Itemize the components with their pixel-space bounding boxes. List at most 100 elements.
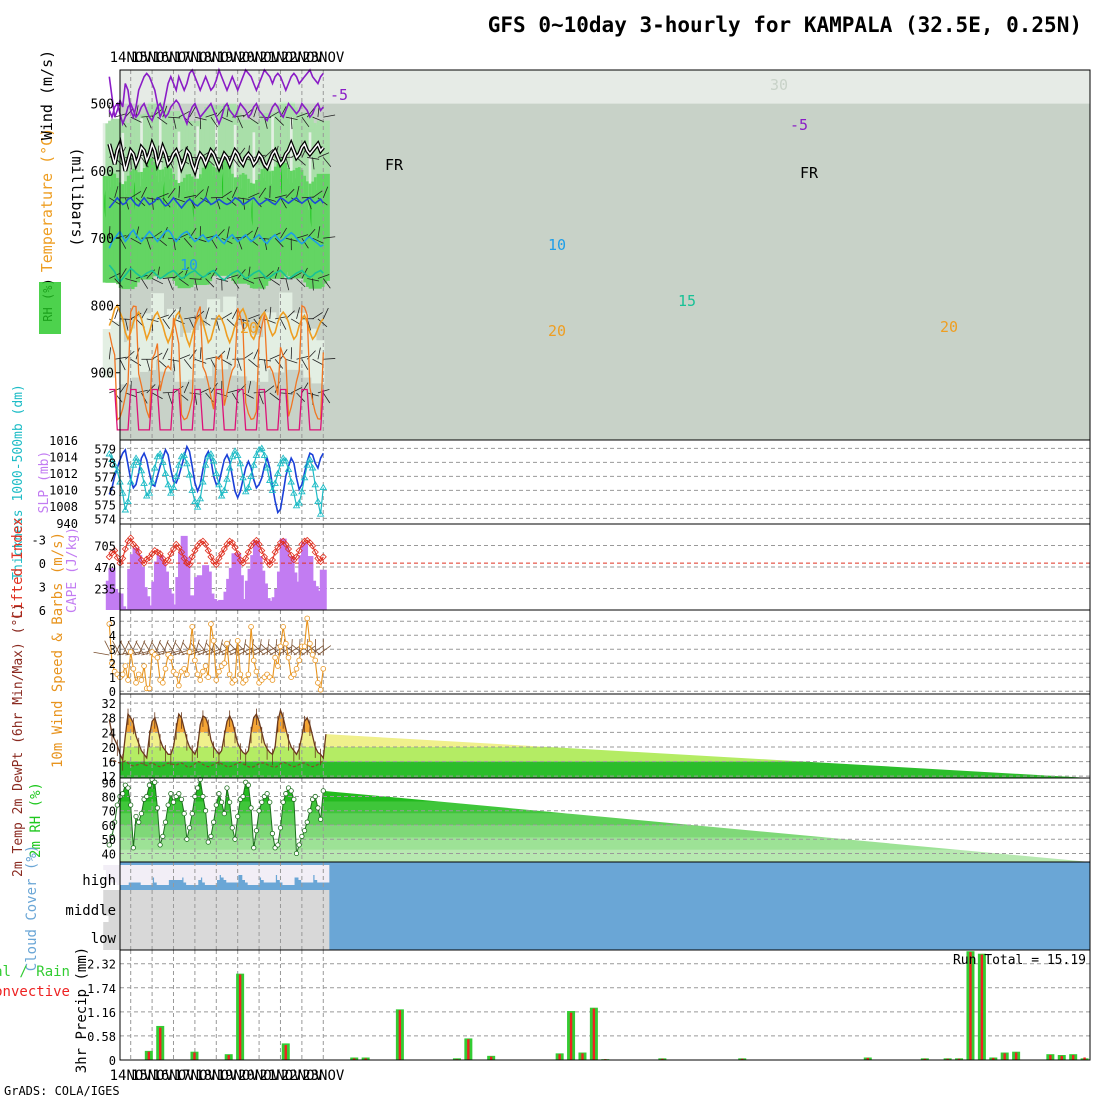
- wind-barb-10m: [290, 639, 293, 656]
- thickness-marker: [209, 457, 218, 464]
- li-marker: [284, 545, 293, 553]
- thickness-marker: [188, 486, 197, 493]
- wind-barb-10m: [205, 648, 221, 656]
- wind-barb: [194, 189, 204, 199]
- temp-band: [120, 710, 1090, 733]
- cloud-high-cell: [317, 865, 330, 883]
- rh-marker: [280, 799, 286, 805]
- rh-marker: [235, 813, 241, 820]
- wind-barb: [258, 278, 265, 290]
- rh-marker: [307, 808, 313, 814]
- wind-speed-marker: [253, 668, 260, 675]
- wind-barb-10m: [306, 638, 309, 656]
- rh-tick-label: 40: [102, 847, 116, 861]
- wind-barb: [183, 381, 190, 394]
- wind-speed-marker: [208, 621, 214, 627]
- wind-speed-marker: [184, 671, 190, 678]
- wind-barb: [290, 272, 302, 279]
- wind-barb: [178, 111, 190, 118]
- wind-speed-marker: [317, 686, 324, 693]
- wind-barb: [135, 389, 148, 394]
- footer-credit: GrADS: COLA/IGES: [4, 1084, 120, 1098]
- li-marker: [135, 548, 143, 556]
- cape-bar: [290, 572, 298, 610]
- wind-barb-10m: [112, 640, 121, 656]
- thickness-marker: [164, 480, 172, 488]
- precip-tick-label: 2.32: [87, 958, 116, 972]
- li-marker: [311, 548, 319, 556]
- thickness-tick-label: 577: [94, 470, 116, 484]
- li-marker: [274, 543, 282, 552]
- wind-barb: [285, 188, 295, 199]
- precip-convective-bar: [1071, 1055, 1075, 1060]
- thickness-marker: [180, 451, 188, 458]
- wind-barb: [317, 226, 321, 239]
- wind-barb: [269, 392, 280, 401]
- wind-barb-10m: [119, 640, 129, 656]
- wind-speed-marker: [221, 660, 228, 666]
- wind-barb: [141, 308, 148, 320]
- contour-label: FR: [385, 156, 404, 174]
- wind-barb: [226, 389, 239, 394]
- precip-run-total: Run Total = 15.19: [953, 953, 1086, 968]
- wind-barb: [307, 278, 320, 282]
- thickness-marker: [279, 454, 287, 461]
- li-marker: [239, 559, 247, 567]
- contour-label: FR: [800, 164, 819, 182]
- thickness-marker: [156, 450, 164, 457]
- wind-barb: [296, 185, 300, 198]
- precip-convective-bar: [489, 1056, 493, 1060]
- slp-tick-label: 1016: [49, 434, 78, 448]
- precip-convective-bar: [980, 954, 984, 1060]
- thickness-marker: [303, 461, 312, 468]
- wind-barb-10m: [252, 643, 265, 656]
- wind-barb: [317, 152, 330, 158]
- wind-speed-marker: [296, 657, 303, 664]
- wind-barb: [135, 105, 139, 118]
- precip-convective-bar: [741, 1058, 744, 1060]
- thickness-marker: [260, 451, 269, 458]
- wind-barb: [130, 237, 142, 245]
- wind-barb: [258, 392, 264, 405]
- isotherm-line: [108, 196, 324, 210]
- thickness-marker: [177, 452, 186, 460]
- wind-speed-marker: [275, 663, 281, 669]
- wind-barb: [205, 186, 209, 198]
- wind-speed-marker: [202, 663, 209, 669]
- thickness-tick-label: 574: [94, 512, 116, 526]
- thickness-marker: [124, 497, 132, 505]
- x-tick-label-top: 19NOV: [217, 50, 260, 66]
- wind-barb: [151, 278, 164, 285]
- slp-axis-label: SLP (mb): [37, 451, 52, 514]
- rh-marker: [194, 785, 201, 791]
- wind-frame: [119, 609, 1091, 695]
- wind-barb: [184, 194, 197, 199]
- x-tick-label-bottom: 17NOV: [174, 1068, 217, 1084]
- wind-barb-10m: [268, 643, 281, 656]
- rh-marker: [168, 791, 174, 797]
- rh-marker: [146, 782, 153, 788]
- wind-tick-label: 0: [109, 685, 116, 699]
- x-tick-label-bottom: 21NOV: [259, 1068, 302, 1084]
- wind-speed-marker: [205, 674, 212, 680]
- wind-barb-10m: [301, 645, 316, 656]
- wind-barb-10m: [202, 639, 208, 656]
- wind-barb: [226, 274, 239, 279]
- rh-marker: [219, 799, 225, 805]
- wind-barb: [301, 116, 310, 128]
- rh-marker: [189, 810, 195, 817]
- wind-speed-marker: [119, 671, 126, 678]
- li-marker: [119, 554, 127, 562]
- li-marker: [105, 553, 113, 561]
- rh-marker: [312, 793, 318, 800]
- wind-barb: [210, 267, 218, 279]
- wind-barb-10m: [260, 643, 273, 656]
- rh-marker: [154, 805, 161, 811]
- li-marker: [268, 556, 277, 564]
- cape-tick-label: 470: [94, 561, 116, 575]
- thickness-marker: [236, 459, 245, 467]
- temp-tick-label: 28: [102, 712, 116, 726]
- wind-barb: [285, 237, 298, 242]
- thickness-marker: [185, 471, 194, 478]
